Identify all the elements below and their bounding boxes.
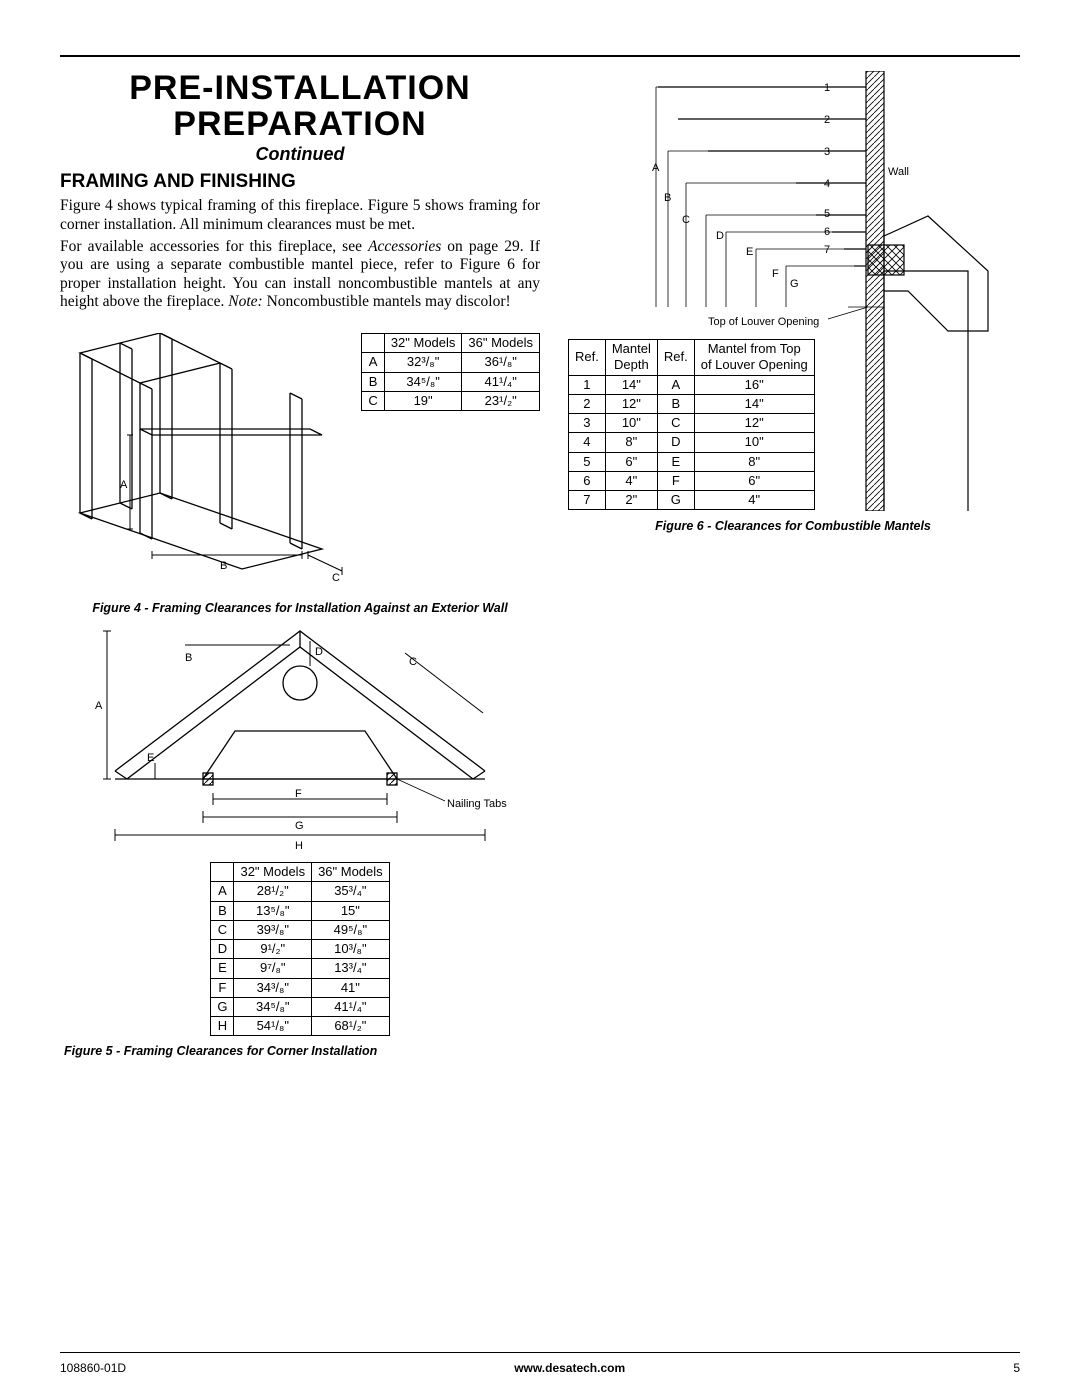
page-title: PRE-INSTALLATION PREPARATION (60, 71, 540, 142)
title-line1: PRE-INSTALLATION (129, 69, 471, 107)
two-column-layout: PRE-INSTALLATION PREPARATION Continued F… (60, 71, 1020, 1058)
paragraph-2: For available accessories for this firep… (60, 238, 540, 311)
figure-4-caption: Figure 4 - Framing Clearances for Instal… (60, 601, 540, 615)
bottom-rule (60, 1352, 1020, 1353)
fig4-label-b: B (220, 560, 227, 572)
svg-text:7: 7 (824, 244, 830, 256)
svg-text:C: C (682, 214, 690, 226)
svg-text:1: 1 (824, 82, 830, 94)
svg-text:F: F (772, 268, 779, 280)
svg-text:2: 2 (824, 114, 830, 126)
figure-4: A B C 32" Models 36" Models A32³/₈"36¹/₈… (60, 333, 540, 593)
footer-url: www.desatech.com (514, 1361, 625, 1375)
svg-text:C: C (409, 656, 417, 668)
figure-4-table: 32" Models 36" Models A32³/₈"36¹/₈" B34⁵… (361, 333, 540, 411)
svg-text:F: F (295, 788, 302, 800)
title-line2: PREPARATION (173, 105, 426, 143)
svg-text:Nailing Tabs: Nailing Tabs (447, 798, 507, 810)
figure-4-diagram: A B C (60, 333, 350, 588)
left-column: PRE-INSTALLATION PREPARATION Continued F… (60, 71, 540, 1058)
fig4-label-a: A (120, 479, 128, 491)
svg-text:G: G (790, 278, 799, 290)
figure-5-table: 32" Models 36" Models A28¹/₂"35³/₄" B13⁵… (210, 862, 389, 1036)
footer-pagenum: 5 (1013, 1361, 1020, 1375)
svg-text:H: H (295, 840, 303, 852)
svg-text:B: B (664, 192, 671, 204)
footer-docnum: 108860-01D (60, 1361, 126, 1375)
svg-text:G: G (295, 820, 304, 832)
svg-text:D: D (716, 230, 724, 242)
figure-6-caption: Figure 6 - Clearances for Combustible Ma… (568, 519, 1018, 533)
svg-text:A: A (95, 700, 103, 712)
svg-text:E: E (147, 752, 154, 764)
fig4-th-32: 32" Models (384, 334, 462, 353)
right-column: 1 2 3 4 5 6 7 A B C D E F G (568, 71, 1018, 1058)
fig4-th-36: 36" Models (462, 334, 540, 353)
fig6-wall-label: Wall (888, 166, 909, 178)
top-rule (60, 55, 1020, 57)
svg-text:3: 3 (824, 146, 830, 158)
paragraph-1: Figure 4 shows typical framing of this f… (60, 197, 540, 234)
continued-label: Continued (60, 144, 540, 165)
figure-5-caption: Figure 5 - Framing Clearances for Corner… (64, 1044, 540, 1058)
svg-text:5: 5 (824, 208, 830, 220)
fig4-th-blank (362, 334, 384, 353)
svg-text:6: 6 (824, 226, 830, 238)
figure-6: 1 2 3 4 5 6 7 A B C D E F G (568, 71, 1018, 511)
svg-text:E: E (746, 246, 753, 258)
svg-text:4: 4 (824, 178, 830, 190)
fig4-label-c: C (332, 572, 340, 584)
figure-6-table: Ref. MantelDepth Ref. Mantel from Topof … (568, 339, 815, 510)
svg-text:B: B (185, 652, 192, 664)
svg-text:D: D (315, 646, 323, 658)
figure-5-diagram: A B C D E F G H Nailing Tabs (85, 621, 515, 856)
fig6-louver-label: Top of Louver Opening (708, 316, 819, 328)
svg-text:A: A (652, 162, 660, 174)
page-footer: 108860-01D www.desatech.com 5 (60, 1361, 1020, 1375)
fig6-letter-labels: A B C D E F G (652, 162, 799, 290)
fig6-number-labels: 1 2 3 4 5 6 7 (824, 82, 830, 256)
section-heading: FRAMING AND FINISHING (60, 171, 540, 193)
